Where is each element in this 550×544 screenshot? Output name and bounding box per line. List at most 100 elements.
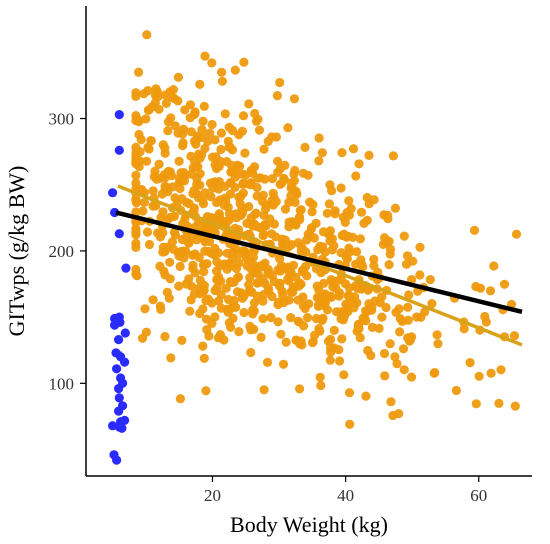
orange-data-point bbox=[189, 203, 199, 213]
orange-data-point bbox=[432, 330, 442, 340]
orange-data-point bbox=[314, 133, 324, 143]
orange-data-point bbox=[340, 217, 350, 227]
orange-data-point bbox=[152, 174, 162, 184]
orange-data-point bbox=[212, 257, 222, 267]
orange-data-point bbox=[258, 296, 268, 306]
orange-data-point bbox=[322, 305, 333, 315]
axes-layer bbox=[85, 6, 532, 477]
orange-data-point bbox=[385, 339, 395, 349]
blue-data-point bbox=[117, 423, 127, 433]
orange-data-point bbox=[361, 391, 371, 401]
points-layer bbox=[108, 30, 522, 465]
orange-data-point bbox=[192, 189, 202, 199]
orange-data-point bbox=[403, 302, 413, 312]
orange-data-point bbox=[344, 196, 354, 206]
orange-data-point bbox=[148, 186, 158, 196]
orange-data-point bbox=[280, 160, 290, 170]
orange-data-point bbox=[392, 359, 402, 369]
orange-data-point bbox=[427, 299, 437, 309]
orange-data-point bbox=[227, 145, 238, 155]
orange-data-point bbox=[195, 180, 205, 190]
orange-data-point bbox=[280, 204, 291, 214]
orange-data-point bbox=[142, 227, 153, 237]
orange-data-point bbox=[343, 290, 353, 301]
orange-data-point bbox=[258, 314, 268, 324]
orange-data-point bbox=[234, 249, 244, 259]
orange-data-point bbox=[337, 148, 347, 158]
orange-data-point bbox=[315, 241, 325, 251]
orange-data-point bbox=[249, 298, 260, 308]
orange-data-point bbox=[511, 229, 522, 239]
orange-data-point bbox=[202, 325, 212, 335]
blue-fit-segment bbox=[116, 351, 123, 356]
orange-data-point bbox=[237, 208, 247, 218]
orange-data-point bbox=[283, 274, 293, 284]
orange-data-point bbox=[220, 109, 230, 119]
orange-data-point bbox=[316, 380, 326, 391]
orange-data-point bbox=[216, 144, 226, 155]
orange-data-point bbox=[415, 270, 425, 280]
orange-data-point bbox=[404, 290, 414, 300]
y-tick-label: 200 bbox=[49, 242, 75, 261]
blue-data-point bbox=[112, 364, 122, 374]
blue-data-point bbox=[114, 384, 124, 394]
orange-data-point bbox=[212, 283, 222, 293]
orange-data-point bbox=[131, 88, 141, 98]
orange-data-point bbox=[186, 151, 196, 161]
orange-data-point bbox=[314, 156, 324, 166]
orange-data-point bbox=[289, 169, 299, 179]
orange-data-point bbox=[384, 260, 394, 270]
orange-data-point bbox=[354, 159, 364, 169]
orange-data-point bbox=[167, 171, 177, 181]
orange-data-point bbox=[296, 336, 306, 346]
orange-data-point bbox=[159, 170, 169, 180]
orange-data-point bbox=[402, 251, 413, 261]
orange-data-point bbox=[267, 291, 277, 302]
orange-data-point bbox=[361, 306, 371, 316]
orange-data-point bbox=[275, 254, 285, 264]
orange-data-point bbox=[336, 274, 346, 284]
orange-data-point bbox=[284, 197, 294, 207]
orange-data-point bbox=[198, 260, 208, 270]
orange-data-point bbox=[154, 104, 164, 114]
orange-data-point bbox=[275, 266, 285, 276]
orange-data-point bbox=[230, 65, 240, 75]
orange-data-point bbox=[200, 143, 210, 154]
x-tick-label: 40 bbox=[337, 486, 354, 505]
orange-data-point bbox=[200, 51, 210, 61]
orange-data-point bbox=[136, 135, 146, 145]
ticks-layer: 20 40 60 100 200 300 bbox=[49, 110, 488, 505]
orange-data-point bbox=[353, 321, 364, 331]
orange-data-point bbox=[239, 307, 249, 318]
orange-data-point bbox=[205, 128, 215, 138]
orange-data-point bbox=[394, 304, 404, 314]
orange-data-point bbox=[499, 279, 510, 289]
orange-data-point bbox=[195, 79, 205, 89]
orange-data-point bbox=[346, 204, 356, 214]
orange-data-point bbox=[307, 207, 317, 217]
orange-data-point bbox=[199, 285, 209, 295]
orange-data-point bbox=[401, 259, 412, 269]
orange-data-point bbox=[190, 107, 200, 117]
orange-data-point bbox=[309, 233, 319, 243]
orange-data-point bbox=[390, 352, 400, 362]
orange-data-point bbox=[296, 205, 306, 215]
orange-data-point bbox=[403, 315, 413, 325]
orange-data-point bbox=[344, 283, 354, 293]
orange-data-point bbox=[206, 192, 216, 202]
orange-data-point bbox=[189, 289, 199, 299]
orange-data-point bbox=[345, 419, 355, 429]
orange-data-point bbox=[374, 323, 384, 333]
orange-data-point bbox=[398, 344, 409, 354]
orange-data-point bbox=[480, 311, 490, 322]
orange-data-point bbox=[237, 126, 247, 136]
orange-data-point bbox=[192, 131, 202, 141]
orange-data-point bbox=[363, 285, 373, 295]
orange-data-point bbox=[278, 359, 289, 369]
orange-data-point bbox=[160, 148, 170, 158]
orange-data-point bbox=[399, 231, 409, 241]
orange-data-point bbox=[325, 355, 335, 365]
orange-data-point bbox=[289, 176, 299, 186]
orange-data-point bbox=[510, 401, 520, 411]
orange-data-point bbox=[273, 156, 283, 166]
